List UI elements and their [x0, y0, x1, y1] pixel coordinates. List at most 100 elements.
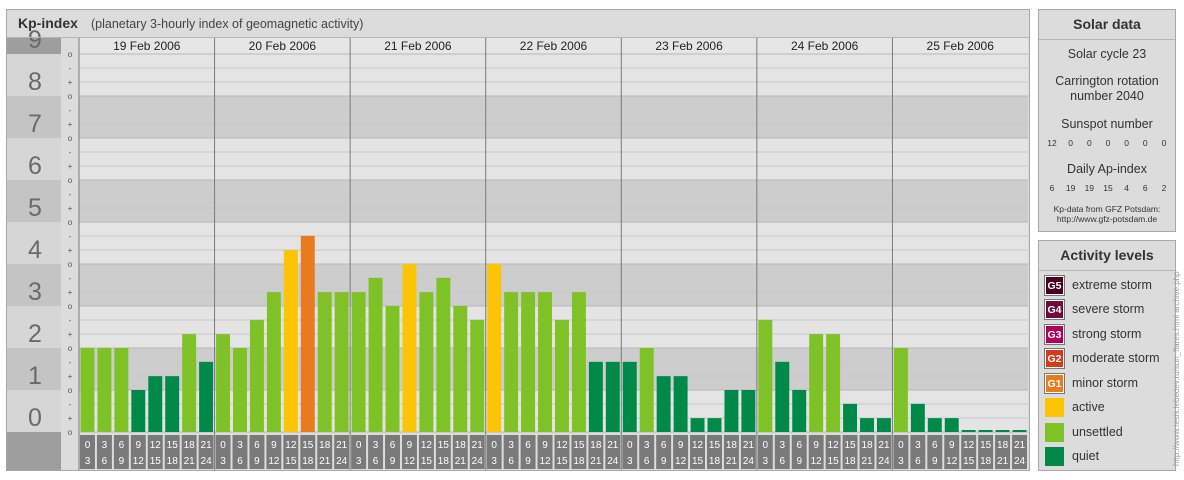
kp-bar: [233, 348, 247, 432]
interval-end-label: 18: [573, 456, 585, 467]
kp-bar: [487, 264, 502, 432]
interval-cell: [842, 435, 858, 469]
interval-cell: [859, 435, 875, 469]
interval-end-label: 3: [898, 456, 904, 467]
activity-levels-title: Activity levels: [1039, 241, 1175, 271]
solar-cycle: Solar cycle 23: [1067, 47, 1147, 61]
interval-cell: [690, 435, 706, 469]
interval-cell: [1012, 435, 1027, 469]
kp-bar: [588, 361, 603, 432]
interval-cell: [961, 435, 977, 469]
y-tick-label: 2: [28, 320, 42, 348]
day-label: 21 Feb 2006: [384, 39, 452, 53]
kp-bar: [792, 390, 807, 432]
kp-bar: [148, 376, 163, 432]
interval-end-label: 3: [491, 456, 497, 467]
kp-bar: [656, 376, 671, 432]
y-band: [79, 96, 1028, 138]
interval-start-label: 15: [167, 440, 179, 451]
kp-bar: [927, 418, 942, 432]
legend-swatch: G5: [1044, 275, 1065, 296]
legend-label: strong storm: [1072, 327, 1142, 341]
kp-bar: [1012, 430, 1027, 432]
day-label: 20 Feb 2006: [249, 39, 317, 53]
y-minor-tick-label: o: [68, 260, 73, 269]
y-minor-tick-label: -: [69, 190, 72, 199]
interval-end-label: 3: [627, 456, 633, 467]
kp-bar: [351, 292, 366, 432]
y-band: [79, 306, 1028, 348]
kp-bar: [843, 403, 858, 432]
kp-chart: 0123456789o+-o+-o+-o+-o+-o+-o+-o+-o+-o19…: [7, 26, 1028, 470]
kp-bar: [961, 430, 976, 432]
y-minor-tick-label: o: [68, 134, 73, 143]
interval-cell: [80, 435, 95, 469]
source-watermark: http://www.tesis.lebedev.ru/sun_flares.h…: [1172, 271, 1181, 466]
interval-end-label: 6: [644, 456, 650, 467]
interval-cell: [656, 435, 672, 469]
y-band: [79, 222, 1028, 264]
interval-end-label: 18: [302, 456, 314, 467]
kp-bar: [707, 418, 722, 432]
legend-swatch: G2: [1044, 348, 1065, 369]
interval-end-label: 24: [336, 456, 348, 467]
interval-start-label: 15: [573, 440, 585, 451]
interval-start-label: 15: [302, 440, 314, 451]
y-band: [79, 138, 1028, 180]
kp-bar: [114, 348, 129, 432]
interval-cell: [995, 435, 1011, 469]
y-minor-tick-label: -: [69, 232, 72, 241]
y-minor-tick-label: -: [69, 148, 72, 157]
ap-index-value: 2: [1161, 183, 1167, 193]
sunspot-value: 12: [1047, 138, 1057, 148]
interval-start-label: 0: [220, 440, 226, 451]
interval-end-label: 21: [319, 456, 331, 467]
interval-end-label: 15: [421, 456, 433, 467]
interval-end-label: 3: [85, 456, 91, 467]
interval-end-label: 18: [980, 456, 992, 467]
interval-start-label: 9: [542, 440, 548, 451]
kp-bar: [249, 319, 264, 432]
y-minor-tick-label: -: [69, 400, 72, 409]
y-band: [79, 264, 1028, 306]
kp-bar: [216, 334, 231, 432]
y-band-label-bg: [7, 54, 61, 96]
kp-bar: [283, 250, 298, 432]
y-minor-tick-label: +: [68, 162, 73, 171]
interval-start-label: 12: [150, 440, 162, 451]
interval-start-label: 21: [336, 440, 348, 451]
sunspot-value: 0: [1161, 138, 1167, 148]
interval-start-label: 15: [845, 440, 857, 451]
legend-item-active: active: [1045, 398, 1175, 417]
kp-bar: [775, 361, 790, 432]
interval-end-label: 15: [692, 456, 704, 467]
day-label: 23 Feb 2006: [655, 39, 723, 53]
interval-cell: [808, 435, 824, 469]
kp-bar: [165, 376, 180, 432]
sunspot-values: 12 0 0 0 0 0 0: [1043, 138, 1173, 148]
y-minor-tick-label: -: [69, 358, 72, 367]
y-tick-label: 9: [28, 26, 42, 54]
interval-start-label: 3: [779, 440, 785, 451]
interval-end-label: 18: [709, 456, 721, 467]
interval-start-label: 21: [743, 440, 755, 451]
kp-bar: [80, 348, 95, 432]
y-band-label-bg: [7, 222, 61, 264]
interval-cell: [334, 435, 350, 469]
y-minor-tick-label: +: [68, 414, 73, 423]
data-credit-link[interactable]: http://www.gfz-potsdam.de: [1056, 214, 1158, 224]
ap-index-value: 6: [1142, 183, 1148, 193]
interval-cell: [774, 435, 790, 469]
kp-bar: [199, 361, 214, 432]
interval-start-label: 18: [997, 440, 1009, 451]
kp-bar: [860, 418, 874, 432]
interval-cell: [469, 435, 485, 469]
interval-cell: [401, 435, 417, 469]
interval-end-label: 6: [237, 456, 243, 467]
kp-bar: [521, 292, 536, 432]
interval-cell: [978, 435, 994, 469]
kp-bar: [97, 348, 112, 432]
interval-start-label: 12: [421, 440, 433, 451]
kp-bar: [605, 361, 620, 432]
kp-bar: [182, 334, 197, 432]
